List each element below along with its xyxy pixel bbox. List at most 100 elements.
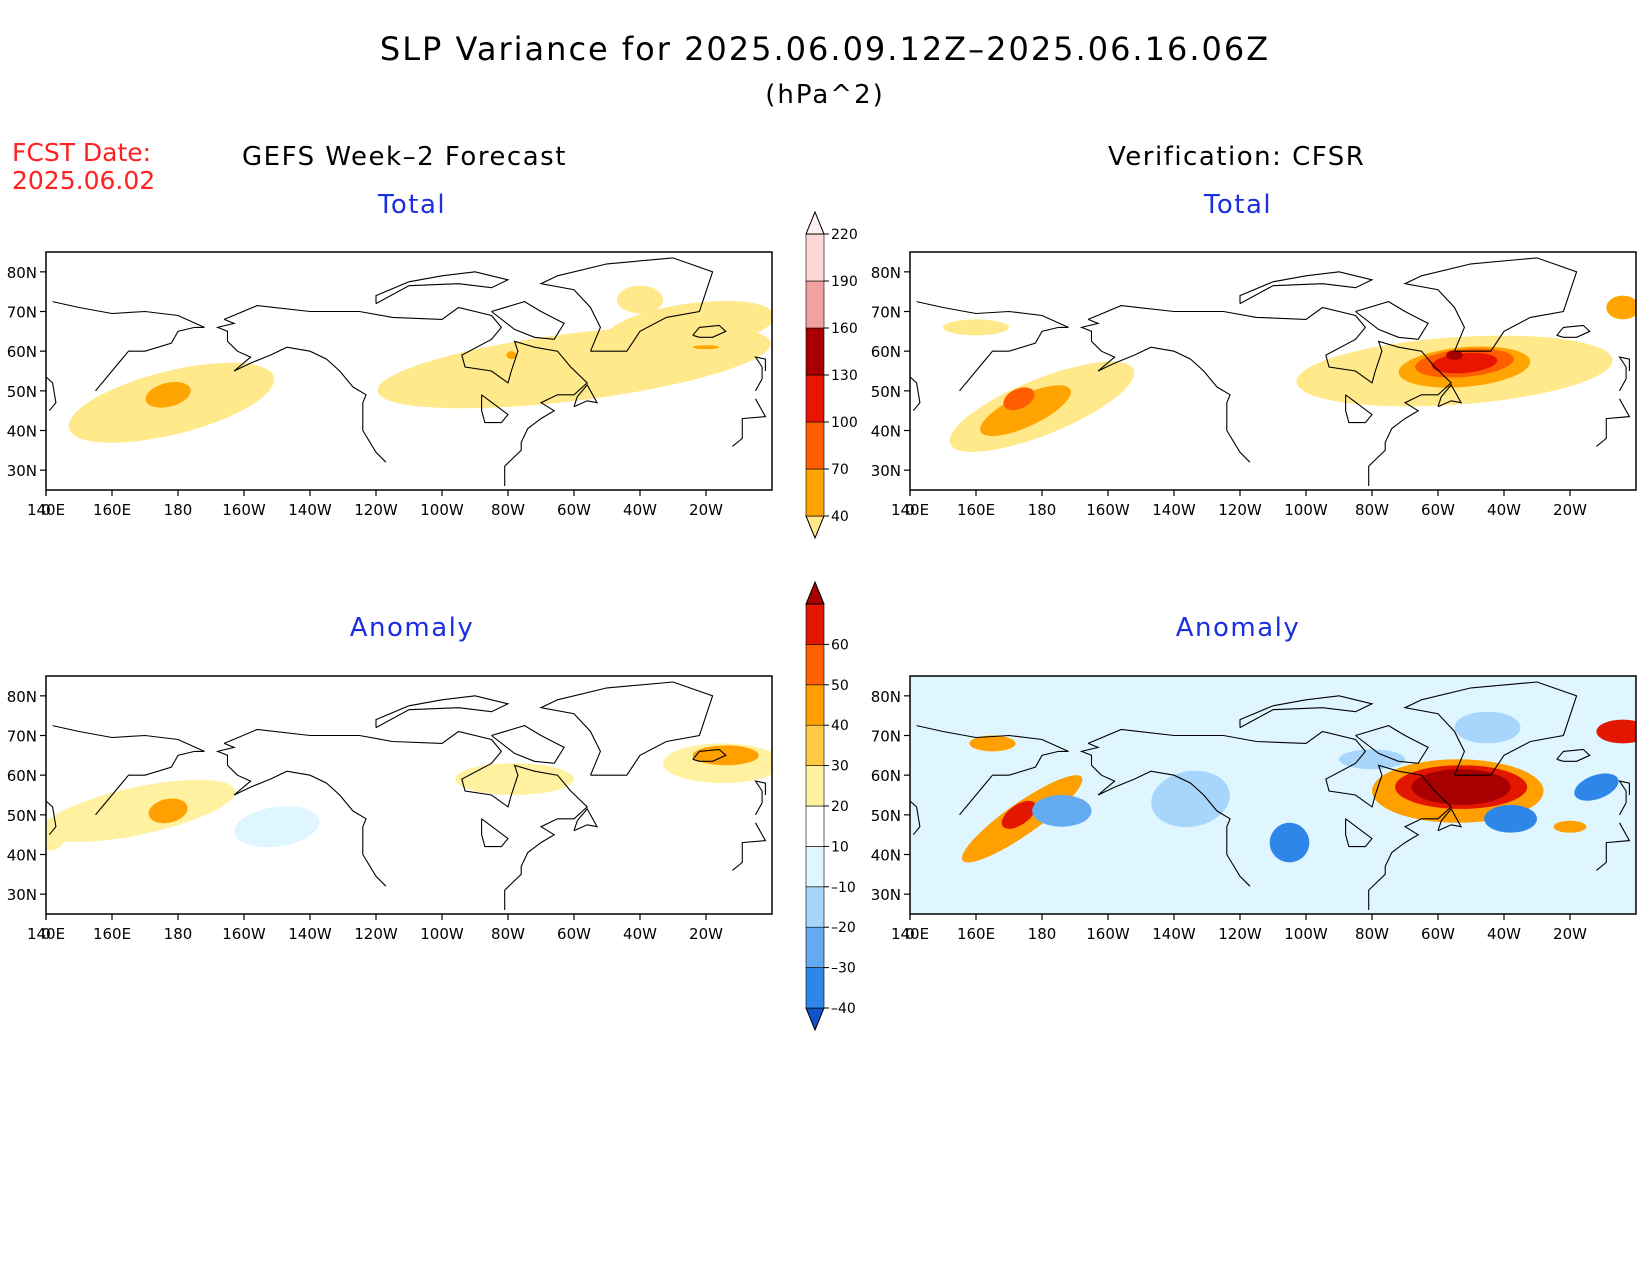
forecast-header: GEFS Week–2 Forecast (242, 142, 567, 172)
lat-tick-label: 70N (871, 728, 901, 746)
coastline (375, 271, 510, 305)
coastline (481, 394, 509, 424)
lat-tick-label: 40N (871, 847, 901, 865)
lat-tick-label: 40N (7, 847, 37, 865)
main-title: SLP Variance for 2025.06.09.12Z–2025.06.… (379, 30, 1271, 68)
lon-tick-label: 80W (1355, 501, 1389, 519)
colorbar-segment (805, 926, 825, 968)
lat-tick-label: 50N (871, 383, 901, 401)
lat-tick-label: 50N (871, 807, 901, 825)
coastline (910, 375, 921, 412)
coastline (910, 799, 921, 836)
lon-tick-label: 100W (1284, 501, 1328, 519)
lon-tick-label: 180 (1028, 501, 1057, 519)
gefs-anomaly-map: 80N 70N 60N 50N 40N 30N 140E 160E 180 160W 140W 120… (7, 675, 773, 943)
map-frame (909, 251, 1637, 491)
fcst-date-value: 2025.06.02 (12, 166, 156, 195)
coastline (481, 818, 509, 848)
contour-blob (1553, 820, 1587, 833)
contour-blob (1003, 387, 1035, 411)
lon-tick-label: 160E (957, 925, 995, 943)
colorbar-segment (805, 886, 825, 928)
coastline (1403, 681, 1578, 776)
colorbar-label: 130 (831, 368, 858, 384)
colorbar-segment (805, 233, 825, 282)
lon-tick-label: 160E (93, 925, 131, 943)
colorbar-label: 50 (831, 678, 849, 694)
gefs-anomaly-subtitle: Anomaly (349, 613, 475, 643)
coastline (910, 356, 1630, 392)
lat-tick-label: 50N (7, 807, 37, 825)
lat-tick-label: 70N (7, 728, 37, 746)
lon-tick-label: 40W (1487, 501, 1521, 519)
lon-tick-label: 140W (1152, 925, 1196, 943)
lat-tick-label: 70N (7, 304, 37, 322)
colorbar-segment (805, 846, 825, 888)
coastline (223, 728, 589, 910)
contour-blob (145, 381, 191, 408)
lon-tick-label: 180 (164, 925, 193, 943)
lat-tick-label: 30N (7, 886, 37, 904)
lat-tick-label: 30N (871, 886, 901, 904)
colorbar-segment (805, 421, 825, 470)
coastline (375, 695, 510, 729)
contour-blob (1151, 770, 1230, 828)
lat-tick-label: 40N (871, 423, 901, 441)
coastline (910, 780, 1630, 816)
coastline (1437, 383, 1463, 408)
contour-blob (234, 806, 320, 848)
gefs-total-map: 80N 70N 60N 50N 40N 30N 140E 160E 180 160W 140W 120… (7, 251, 773, 519)
colorbar-segment (805, 468, 825, 517)
anomaly-colorbar: –40 –30 –20 –10 10 20 30 40 50 60 (805, 580, 856, 1032)
colorbar-low-arrow (805, 1007, 825, 1032)
colorbar-segment (805, 374, 825, 423)
lon-tick-label: 160W (222, 925, 266, 943)
colorbar-label: –10 (831, 880, 856, 896)
contour-blob (1446, 350, 1463, 360)
colorbar-label: –20 (831, 920, 856, 936)
coastline (215, 742, 387, 887)
lon-tick-label: 140W (288, 501, 332, 519)
lon-tick-label: 80W (1355, 925, 1389, 943)
colorbar-segment (805, 805, 825, 847)
coastline (46, 780, 766, 816)
coastline (1345, 818, 1373, 848)
coastline (573, 383, 599, 408)
cfsr-anomaly-subtitle: Anomaly (1175, 613, 1301, 643)
lat-tick-label: 60N (7, 767, 37, 785)
contour-blob (1032, 795, 1092, 827)
coastline (215, 318, 387, 463)
colorbar-label: 190 (831, 274, 858, 290)
lon-tick-label: 180 (164, 501, 193, 519)
map-frame (909, 675, 1637, 915)
lon-tick-label: 140E (27, 501, 65, 519)
colorbar-label: 60 (831, 637, 849, 653)
lon-tick-label: 140W (1152, 501, 1196, 519)
colorbar-label: 20 (831, 799, 849, 815)
lon-tick-label: 140W (288, 925, 332, 943)
lon-tick-label: 160E (957, 501, 995, 519)
contour-blob (1339, 749, 1405, 770)
lon-tick-label: 120W (1218, 925, 1262, 943)
lon-tick-label: 80W (491, 925, 525, 943)
lon-tick-label: 100W (420, 501, 464, 519)
colorbar-high-arrow (805, 580, 825, 605)
colorbar-segment (805, 327, 825, 376)
contour-blob (46, 818, 66, 851)
coastline (916, 725, 1069, 816)
coastline (46, 799, 57, 836)
lon-tick-label: 20W (1553, 925, 1587, 943)
contour-blob (1001, 800, 1037, 829)
lat-tick-label: 40N (7, 423, 37, 441)
lon-tick-label: 160W (222, 501, 266, 519)
lon-tick-label: 20W (689, 501, 723, 519)
colorbar-segment (805, 724, 825, 766)
coastline (52, 301, 205, 392)
lon-tick-label: 40W (623, 925, 657, 943)
lat-tick-label: 80N (871, 264, 901, 282)
coastline (916, 301, 1069, 392)
map-frame (45, 675, 773, 915)
lon-tick-label: 140E (27, 925, 65, 943)
lon-tick-label: 0 (41, 501, 51, 519)
